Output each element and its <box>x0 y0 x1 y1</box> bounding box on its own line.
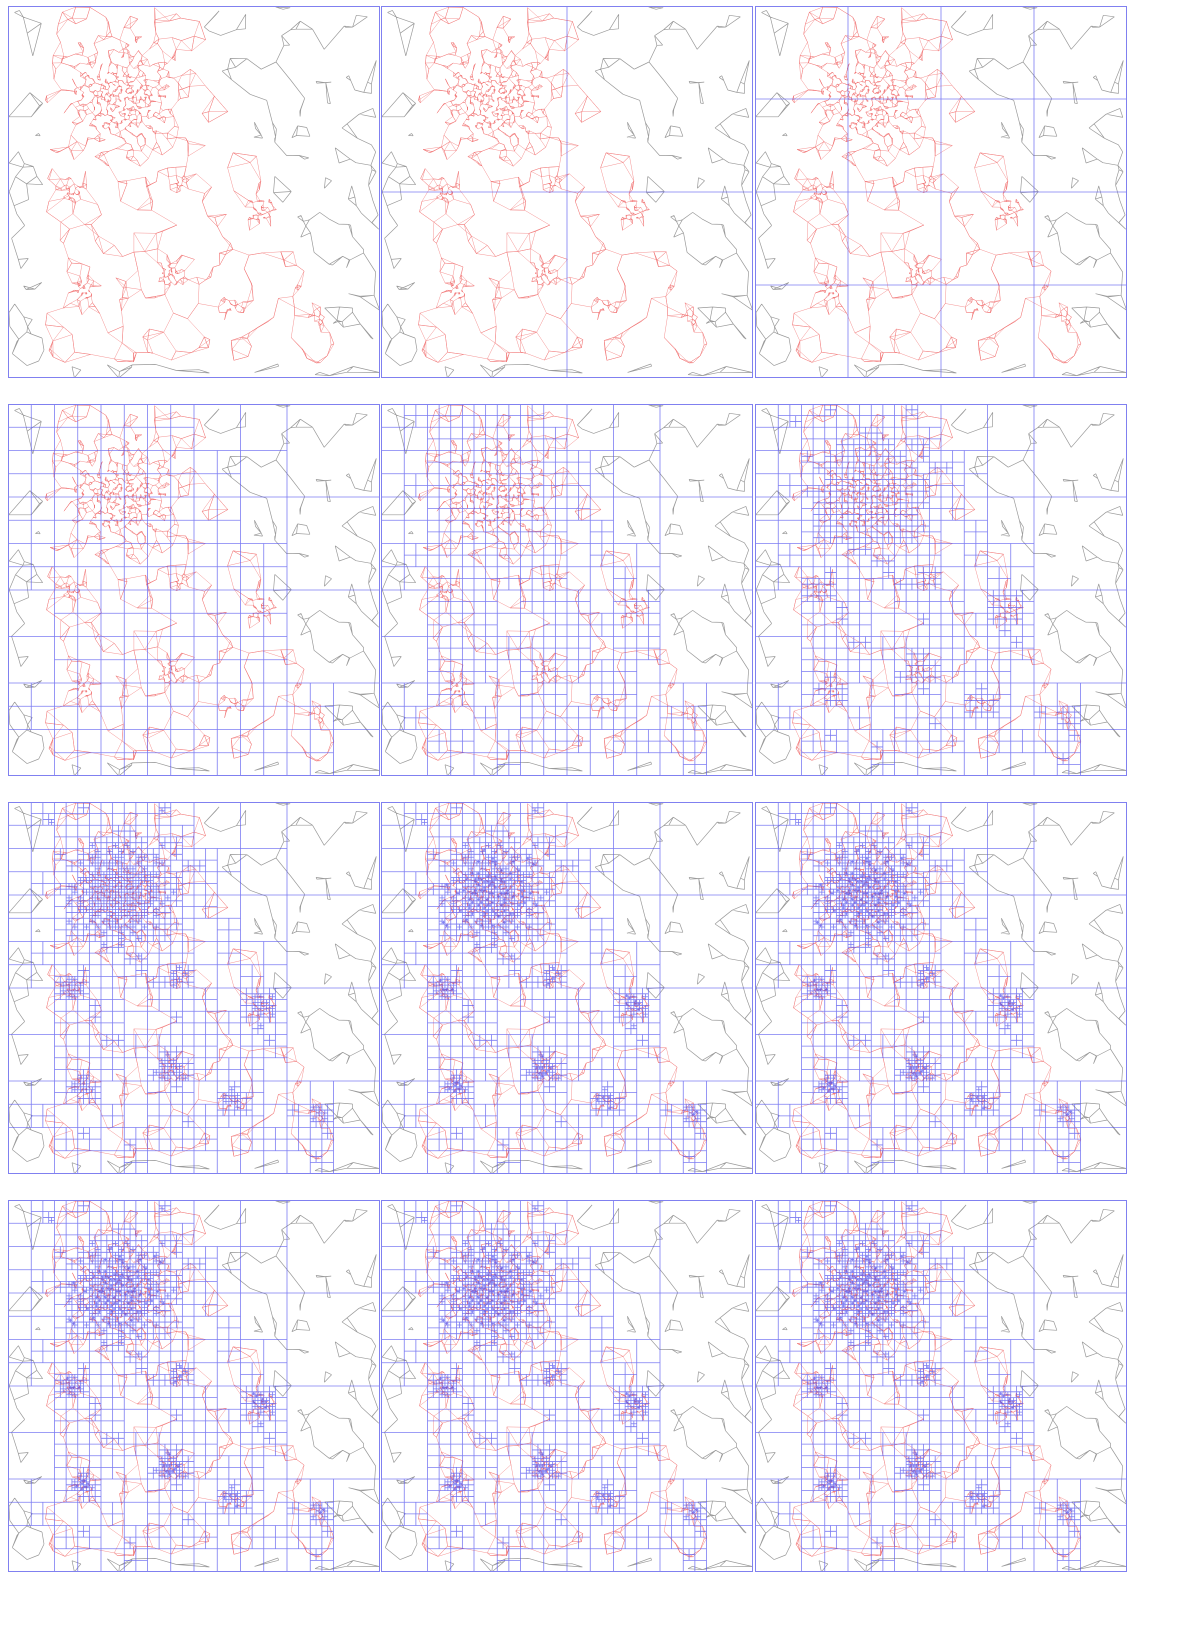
panel-grid <box>0 0 1184 1645</box>
panel-background <box>8 6 380 378</box>
map-panel <box>381 1200 753 1572</box>
map-panel <box>381 404 753 776</box>
map-panel <box>8 6 380 378</box>
map-panel <box>8 802 380 1174</box>
map-panel <box>755 6 1127 378</box>
map-panel <box>755 802 1127 1174</box>
map-panel <box>755 1200 1127 1572</box>
map-panel <box>755 404 1127 776</box>
map-panel <box>8 1200 380 1572</box>
figure <box>0 0 1184 1645</box>
map-panel <box>8 404 380 776</box>
map-panel <box>381 6 753 378</box>
map-panel <box>381 802 753 1174</box>
